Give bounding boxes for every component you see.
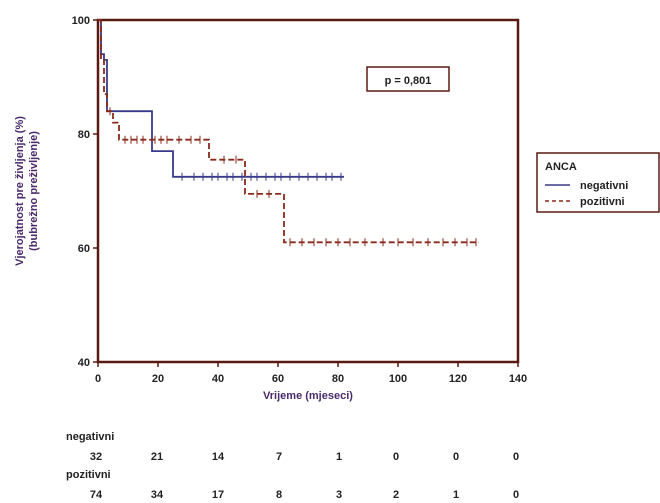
x-tick-label: 40: [212, 373, 224, 385]
risk-count: 32: [90, 451, 102, 463]
risk-count: 7: [276, 451, 282, 463]
risk-count: 3: [336, 489, 342, 501]
risk-count: 1: [336, 451, 342, 463]
x-tick-label: 0: [95, 373, 101, 385]
y-tick-label: 40: [78, 357, 90, 369]
y-axis-label-line-2: (bubrežno preživljenje): [28, 131, 40, 251]
risk-count: 8: [276, 489, 282, 501]
risk-count: 0: [513, 451, 519, 463]
legend: ANCA negativni pozitivni: [536, 152, 660, 213]
risk-count: 0: [393, 451, 399, 463]
x-tick-label: 20: [152, 373, 164, 385]
series-layer: [98, 19, 479, 247]
risk-count: 74: [90, 489, 103, 501]
x-tick-label: 140: [509, 373, 527, 385]
legend-label-negativni: negativni: [580, 180, 628, 192]
axes-layer: 0 20 40 60 80 100 120 140 40 60 80 100: [72, 15, 528, 385]
p-value-frame: [366, 66, 450, 92]
risk-count: 0: [513, 489, 519, 501]
y-tick-label: 100: [72, 15, 90, 27]
plot-frame: [96, 18, 520, 364]
legend-frame: [536, 152, 660, 213]
risk-count: 0: [453, 451, 459, 463]
x-tick-label: 100: [389, 373, 407, 385]
x-tick-label: 80: [332, 373, 344, 385]
risk-count: 1: [453, 489, 459, 501]
risk-count: 14: [212, 451, 225, 463]
y-tick-label: 60: [78, 243, 90, 255]
series-line-pozitivni: [98, 19, 479, 244]
x-tick-label: 60: [272, 373, 284, 385]
y-tick-label: 80: [78, 129, 90, 141]
legend-title: ANCA: [545, 161, 577, 173]
x-tick-label: 120: [449, 373, 467, 385]
risk-count: 21: [151, 451, 163, 463]
risk-count: 2: [393, 489, 399, 501]
p-value-box: p = 0,801: [366, 66, 450, 92]
risk-count: 34: [151, 489, 164, 501]
risk-count: 17: [212, 489, 224, 501]
risk-row-label: pozitivni: [66, 469, 111, 481]
risk-row-label: negativni: [66, 431, 114, 443]
y-axis-label-line-1: Vjerojatnost pre življenja (%): [14, 116, 26, 266]
series-line-negativni: [98, 19, 344, 178]
legend-label-pozitivni: pozitivni: [580, 196, 625, 208]
p-value-annotation: p = 0,801: [385, 75, 432, 87]
x-axis-label: Vrijeme (mjeseci): [263, 390, 353, 402]
